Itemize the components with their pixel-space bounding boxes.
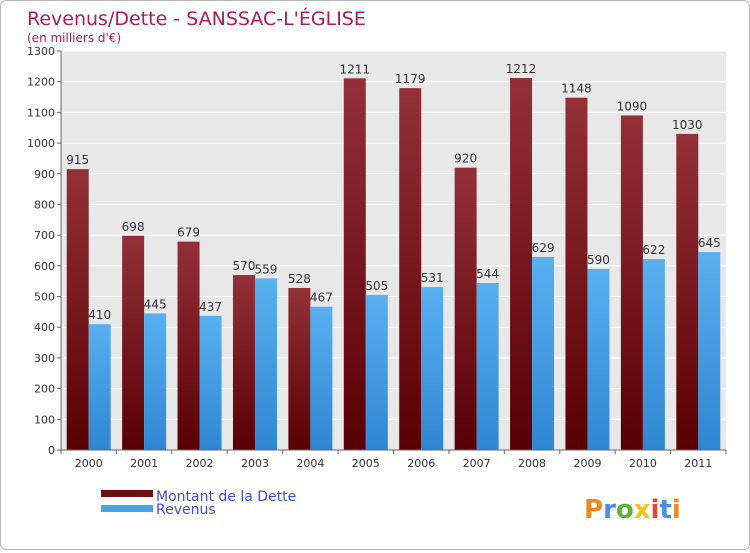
y-tick-label: 200	[34, 383, 55, 396]
legend-swatch-dette	[101, 490, 153, 497]
value-label-revenus-2002: 437	[199, 300, 222, 314]
y-tick-label: 400	[34, 321, 55, 334]
x-tick-label-2011: 2011	[684, 457, 712, 470]
bar-revenus-2008	[532, 256, 555, 450]
bar-revenus-2007	[476, 283, 499, 450]
x-tick-label-2002: 2002	[186, 457, 214, 470]
chart-subtitle: (en milliers d'€)	[27, 31, 121, 45]
y-tick-label: 100	[34, 413, 55, 426]
grid-lines	[61, 50, 726, 420]
bar-dette-2005	[343, 78, 366, 450]
x-tick-label-2000: 2000	[75, 457, 103, 470]
value-label-revenus-2010: 622	[642, 243, 665, 257]
x-tick-label-2006: 2006	[407, 457, 435, 470]
y-tick-label: 800	[34, 198, 55, 211]
bar-dette-2003	[232, 275, 255, 450]
value-label-revenus-2001: 445	[144, 297, 167, 311]
value-label-dette-2011: 1030	[672, 118, 703, 132]
bar-revenus-2009	[587, 268, 610, 450]
bar-dette-2009	[565, 97, 588, 450]
value-label-dette-2009: 1148	[561, 82, 592, 96]
bar-revenus-2006	[421, 287, 444, 450]
legend-item-dette: Montant de la Dette	[101, 489, 296, 505]
x-tick-label-2003: 2003	[241, 457, 269, 470]
bar-revenus-2010	[642, 259, 665, 450]
x-tick-label-2001: 2001	[130, 457, 158, 470]
logo-text: Proxiti	[584, 495, 681, 525]
proxiti-logo: Proxiti	[584, 495, 681, 525]
bar-dette-2002	[177, 241, 200, 450]
bar-revenus-2002	[199, 315, 222, 450]
value-label-dette-2001: 698	[122, 220, 145, 234]
bar-dette-2011	[676, 133, 699, 450]
value-label-revenus-2006: 531	[421, 271, 444, 285]
x-tick-label-2005: 2005	[352, 457, 380, 470]
value-labels: 915 410 698 445 679 437 570 559 528 467 1211 505 117…	[66, 62, 720, 322]
y-tick-label: 500	[34, 291, 55, 304]
value-label-dette-2008: 1212	[506, 62, 537, 76]
value-label-revenus-2008: 629	[532, 241, 555, 255]
bar-dette-2008	[510, 78, 533, 451]
value-label-revenus-2004: 467	[310, 291, 333, 305]
bar-dette-2000	[66, 169, 89, 450]
value-label-dette-2002: 679	[177, 226, 200, 240]
legend-item-revenus: Revenus	[101, 502, 216, 518]
value-label-revenus-2007: 544	[476, 267, 499, 281]
x-tick-label-2008: 2008	[518, 457, 546, 470]
chart-title: Revenus/Dette - SANSSAC-L'ÉGLISE	[27, 7, 366, 30]
legend-label-dette: Montant de la Dette	[156, 489, 296, 505]
bar-dette-2010	[620, 115, 643, 450]
value-label-dette-2003: 570	[233, 259, 256, 273]
y-tick-label: 0	[48, 444, 55, 457]
bar-revenus-2001	[144, 313, 167, 450]
y-tick-label: 1300	[27, 45, 55, 58]
legend-label-revenus: Revenus	[156, 502, 216, 518]
x-tick-label-2007: 2007	[463, 457, 491, 470]
value-label-dette-2005: 1211	[340, 62, 371, 76]
value-label-revenus-2011: 645	[698, 236, 721, 250]
y-tick-label: 1200	[27, 76, 55, 89]
value-label-revenus-2009: 590	[587, 253, 610, 267]
y-axis-ticks: 0 100 200 300 400 500 600 700 800 900 1000 1100 1200…	[27, 45, 61, 457]
bar-revenus-2004	[310, 306, 333, 450]
bar-dette-2007	[454, 167, 477, 450]
plot-area	[61, 51, 726, 450]
bar-series	[66, 78, 721, 451]
value-label-dette-2007: 920	[454, 152, 477, 166]
y-tick-label: 1100	[27, 106, 55, 119]
y-tick-label: 300	[34, 352, 55, 365]
bar-revenus-2011	[698, 252, 721, 450]
value-label-dette-2004: 528	[288, 272, 311, 286]
x-tick-label-2004: 2004	[296, 457, 324, 470]
y-tick-label: 700	[34, 229, 55, 242]
x-tick-label-2010: 2010	[629, 457, 657, 470]
y-tick-label: 1000	[27, 137, 55, 150]
value-label-dette-2000: 915	[66, 153, 89, 167]
value-label-revenus-2005: 505	[365, 279, 388, 293]
value-label-dette-2006: 1179	[395, 72, 426, 86]
bar-revenus-2003	[254, 278, 277, 450]
legend: Montant de la Dette Revenus	[101, 489, 296, 518]
x-tick-label-2009: 2009	[573, 457, 601, 470]
value-label-revenus-2000: 410	[88, 308, 111, 322]
bar-dette-2001	[122, 235, 145, 450]
y-tick-label: 600	[34, 260, 55, 273]
bar-revenus-2000	[88, 324, 111, 450]
x-axis-ticks: 2000 2001 2002 2003 2004 2005 2006 2007 2008 2009…	[60, 450, 727, 470]
value-label-dette-2010: 1090	[617, 99, 648, 113]
legend-swatch-revenus	[101, 505, 153, 512]
bar-revenus-2005	[365, 295, 388, 450]
y-tick-label: 900	[34, 168, 55, 181]
bar-dette-2006	[399, 88, 422, 450]
bar-dette-2004	[288, 287, 311, 450]
value-label-revenus-2003: 559	[255, 262, 278, 276]
